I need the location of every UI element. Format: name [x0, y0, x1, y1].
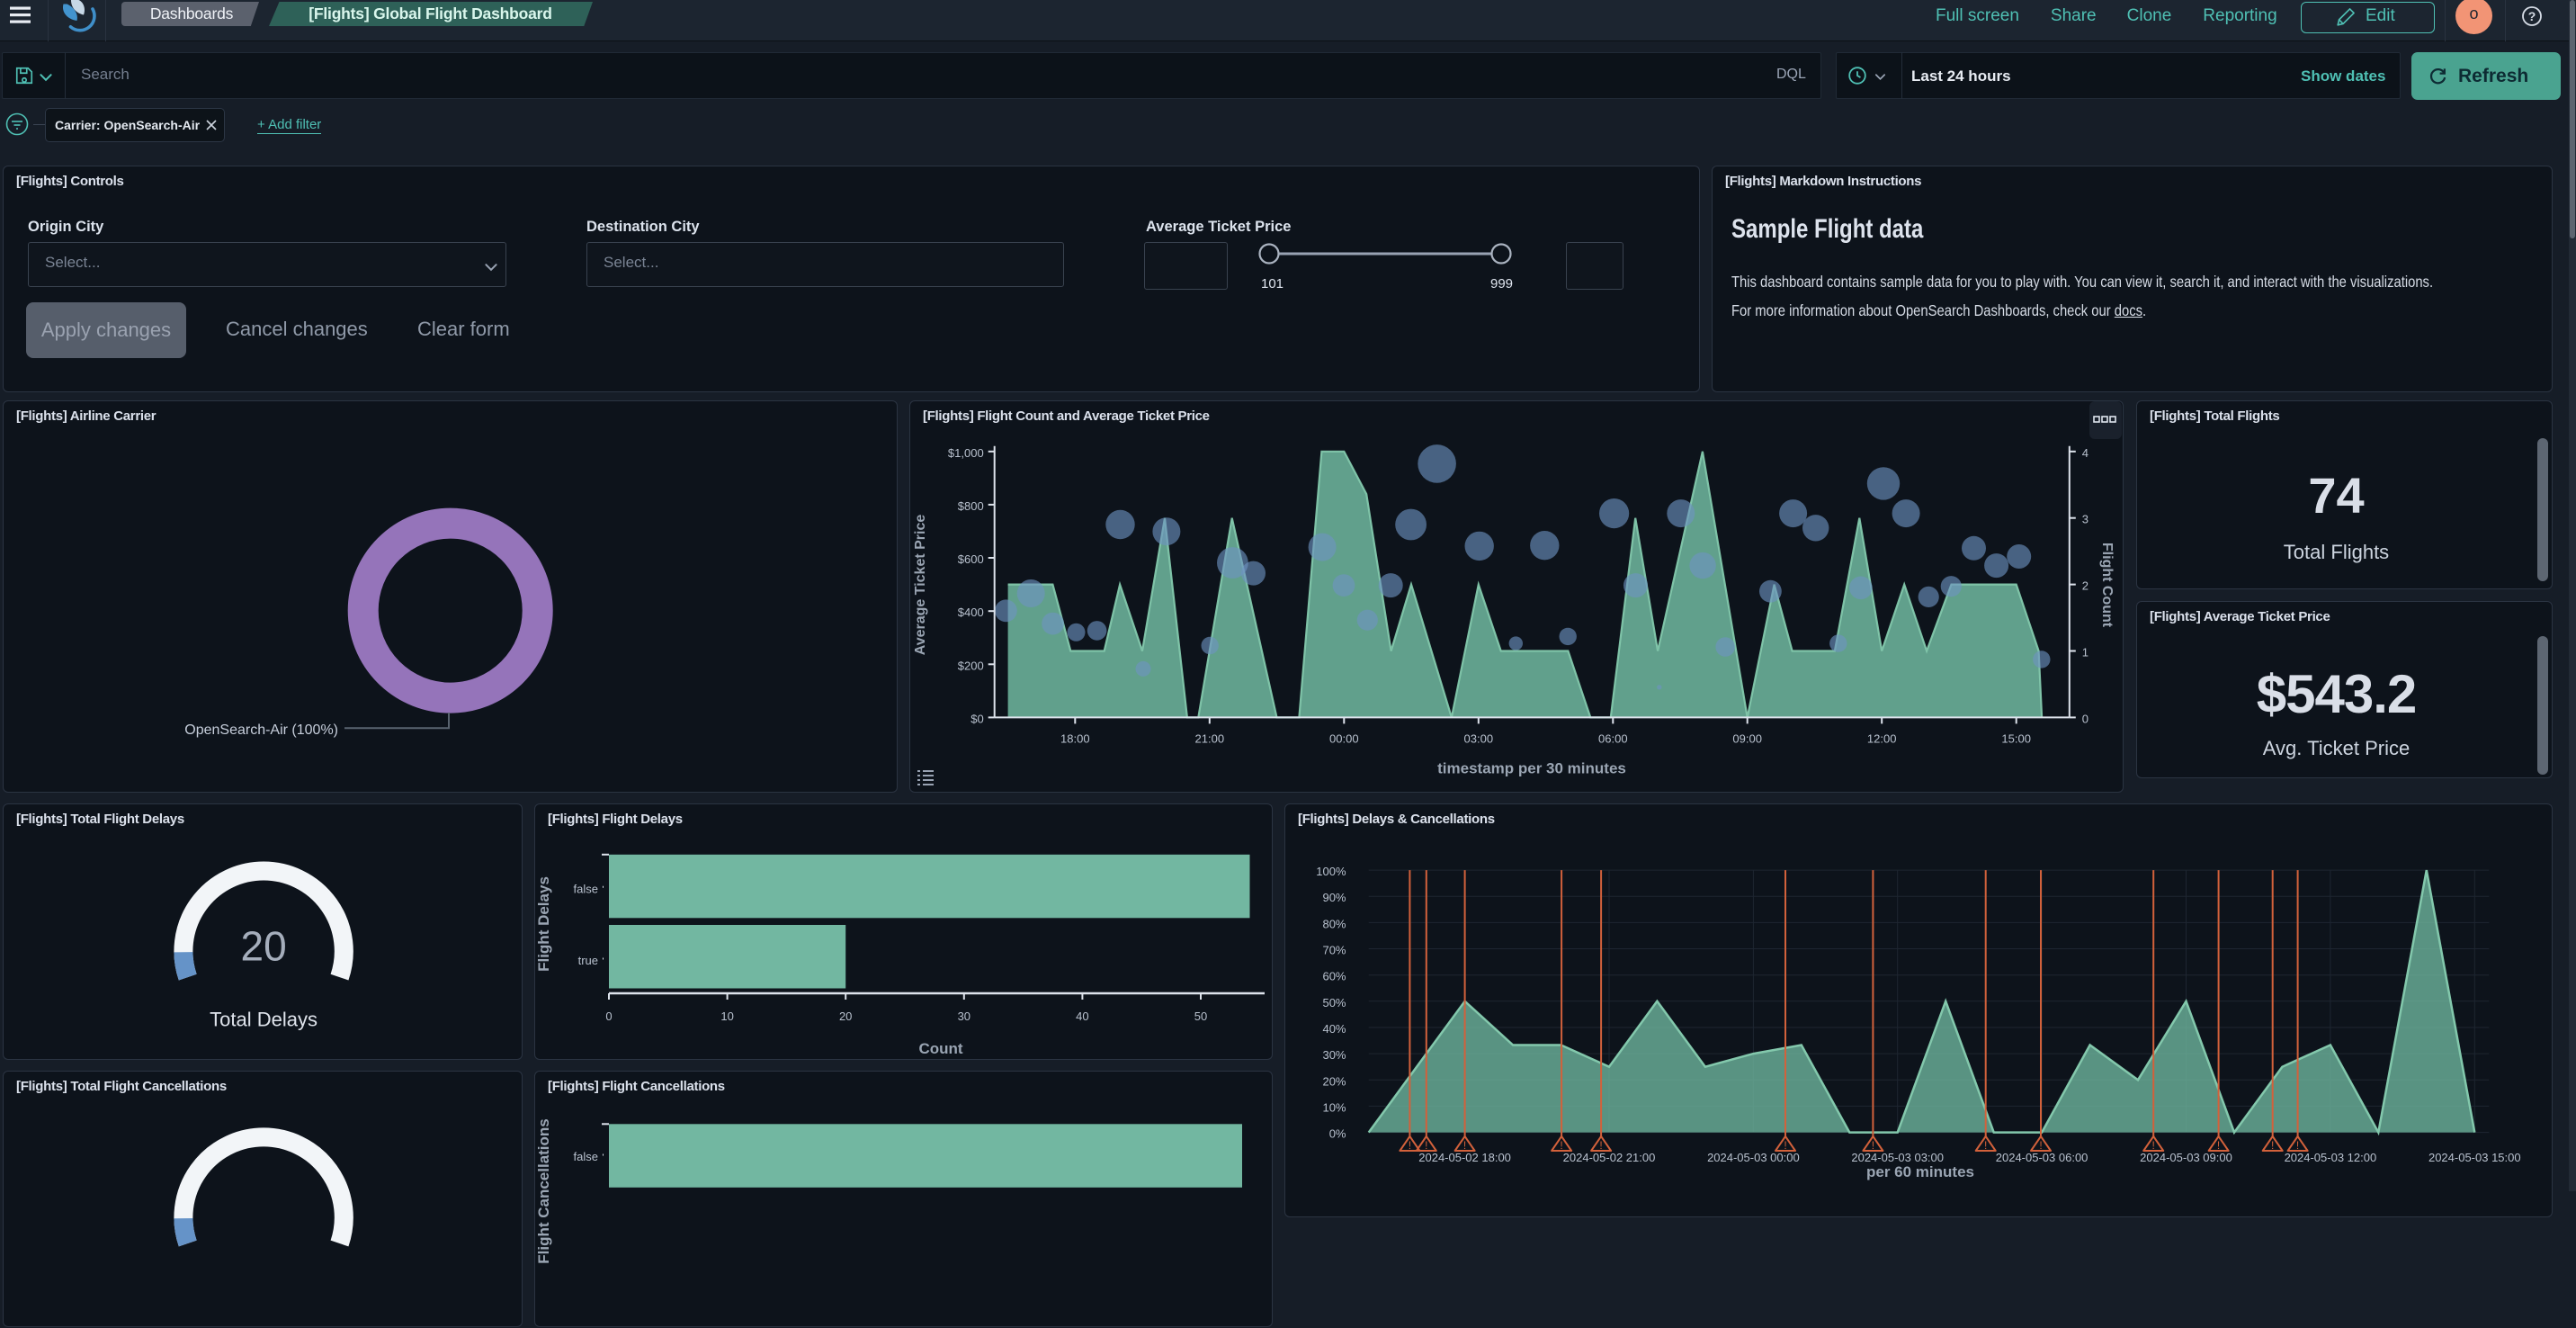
svg-text:$200: $200	[958, 659, 984, 672]
svg-text:18:00: 18:00	[1060, 731, 1090, 745]
svg-text:Flight Cancellations: Flight Cancellations	[535, 1118, 552, 1264]
svg-text:50: 50	[1194, 1009, 1207, 1023]
svg-text:09:00: 09:00	[1732, 731, 1762, 745]
svg-text:Flight Delays: Flight Delays	[535, 876, 552, 972]
svg-text:15:00: 15:00	[2001, 731, 2031, 745]
svg-text:40: 40	[1076, 1009, 1088, 1023]
svg-text:30: 30	[958, 1009, 970, 1023]
svg-text:2024-05-02 18:00: 2024-05-02 18:00	[1418, 1151, 1511, 1164]
svg-text:!: !	[1599, 1139, 1602, 1152]
svg-text:$400: $400	[958, 606, 984, 619]
svg-text:!: !	[2152, 1139, 2155, 1152]
svg-text:timestamp per 30 minutes: timestamp per 30 minutes	[1437, 759, 1626, 776]
svg-text:2024-05-03 03:00: 2024-05-03 03:00	[1851, 1151, 1944, 1164]
svg-text:!: !	[2271, 1139, 2274, 1152]
svg-text:Count: Count	[918, 1040, 962, 1057]
svg-text:60%: 60%	[1322, 970, 1346, 983]
svg-text:21:00: 21:00	[1195, 731, 1225, 745]
svg-text:0%: 0%	[1329, 1127, 1346, 1141]
svg-text:70%: 70%	[1322, 944, 1346, 957]
svg-text:false: false	[574, 1150, 598, 1163]
svg-text:10%: 10%	[1322, 1100, 1346, 1114]
svg-text:00:00: 00:00	[1329, 731, 1359, 745]
svg-text:100%: 100%	[1316, 865, 1346, 878]
svg-text:0: 0	[605, 1009, 612, 1023]
svg-text:OpenSearch-Air (100%): OpenSearch-Air (100%)	[184, 722, 338, 738]
svg-text:per 60 minutes: per 60 minutes	[1866, 1163, 1974, 1180]
svg-text:3: 3	[2082, 513, 2089, 526]
svg-text:false: false	[574, 883, 598, 896]
svg-text:Total Delays: Total Delays	[210, 1008, 318, 1030]
svg-text:$0: $0	[970, 712, 983, 725]
svg-text:2024-05-03 15:00: 2024-05-03 15:00	[2428, 1151, 2521, 1164]
svg-text:!: !	[1409, 1139, 1411, 1152]
svg-text:2: 2	[2082, 579, 2089, 593]
svg-text:2024-05-02 21:00: 2024-05-02 21:00	[1563, 1151, 1656, 1164]
svg-text:!: !	[1872, 1139, 1874, 1152]
svg-text:20: 20	[839, 1009, 852, 1023]
svg-text:4: 4	[2082, 446, 2089, 460]
svg-text:!: !	[1784, 1139, 1786, 1152]
svg-text:!: !	[1560, 1139, 1562, 1152]
svg-text:50%: 50%	[1322, 996, 1346, 1009]
svg-text:?: ?	[2528, 9, 2536, 23]
svg-text:12:00: 12:00	[1867, 731, 1897, 745]
svg-text:Flight Count: Flight Count	[2099, 543, 2115, 628]
svg-text:Average Ticket Price: Average Ticket Price	[913, 515, 928, 656]
svg-text:80%: 80%	[1322, 917, 1346, 930]
svg-text:!: !	[2039, 1139, 2042, 1152]
svg-text:2024-05-03 06:00: 2024-05-03 06:00	[1996, 1151, 2089, 1164]
svg-text:1: 1	[2082, 646, 2089, 660]
svg-text:!: !	[2296, 1139, 2299, 1152]
svg-text:90%: 90%	[1322, 891, 1346, 904]
svg-text:0: 0	[2082, 712, 2089, 725]
svg-text:$1,000: $1,000	[948, 446, 984, 460]
svg-text:!: !	[1984, 1139, 1987, 1152]
svg-text:2024-05-03 00:00: 2024-05-03 00:00	[1707, 1151, 1800, 1164]
svg-text:10: 10	[720, 1009, 733, 1023]
svg-text:20%: 20%	[1322, 1074, 1346, 1088]
svg-text:03:00: 03:00	[1464, 731, 1494, 745]
svg-text:$600: $600	[958, 552, 984, 566]
svg-text:!: !	[1463, 1139, 1466, 1152]
svg-text:40%: 40%	[1322, 1022, 1346, 1036]
svg-text:$800: $800	[958, 499, 984, 513]
svg-text:30%: 30%	[1322, 1048, 1346, 1062]
svg-text:!: !	[2217, 1139, 2220, 1152]
svg-text:2024-05-03 12:00: 2024-05-03 12:00	[2285, 1151, 2377, 1164]
svg-text:true: true	[578, 954, 598, 967]
svg-text:20: 20	[241, 922, 287, 969]
svg-text:2024-05-03 09:00: 2024-05-03 09:00	[2140, 1151, 2232, 1164]
svg-text:06:00: 06:00	[1598, 731, 1628, 745]
svg-text:!: !	[1425, 1139, 1427, 1152]
